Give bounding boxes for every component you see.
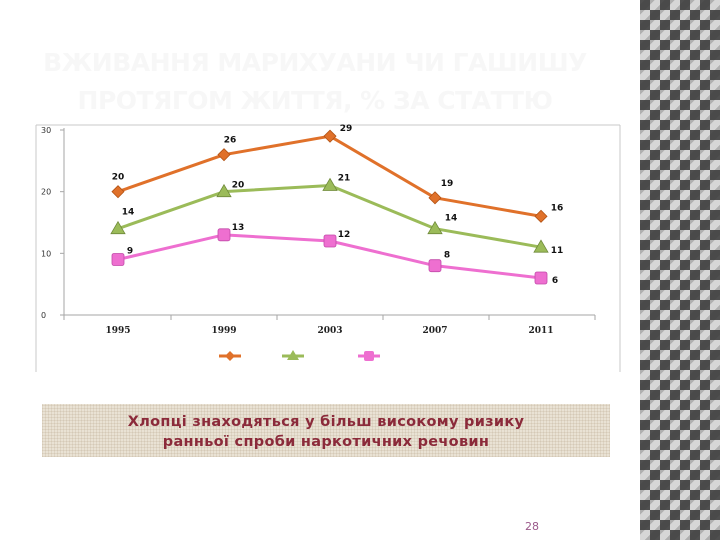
data-label: 19 xyxy=(441,179,454,189)
data-label: 26 xyxy=(224,136,237,146)
data-label: 11 xyxy=(551,246,564,256)
data-point-square xyxy=(323,234,337,248)
data-point-square xyxy=(428,259,442,273)
y-tick-label: 30 xyxy=(41,126,51,135)
data-point-square xyxy=(534,271,548,285)
data-point-diamond xyxy=(217,148,231,162)
data-label: 29 xyxy=(340,124,353,134)
note-line-1: Хлопці знаходяться у більш високому ризи… xyxy=(127,414,525,430)
data-point-triangle xyxy=(533,239,549,253)
y-tick-label: 0 xyxy=(41,311,46,320)
slide-title-line-1: ВЖИВАННЯ МАРИХУАНИ ЧИ ГАШИШУ xyxy=(43,48,587,77)
data-point-square xyxy=(111,253,125,266)
data-point-triangle xyxy=(322,177,338,191)
data-label: 13 xyxy=(232,223,245,233)
x-tick-label: 1995 xyxy=(105,326,130,336)
data-label: 14 xyxy=(122,208,135,218)
series-line-1 xyxy=(117,134,542,218)
data-label: 12 xyxy=(338,230,351,240)
y-tick-label: 10 xyxy=(41,249,51,258)
data-label: 20 xyxy=(112,173,125,183)
data-point-diamond xyxy=(111,185,125,199)
data-point-diamond xyxy=(534,209,548,223)
slide-title: ВЖИВАННЯ МАРИХУАНИ ЧИ ГАШИШУ ПРОТЯГОМ ЖИ… xyxy=(20,44,610,120)
data-label: 14 xyxy=(445,214,458,224)
data-label: 6 xyxy=(552,276,558,286)
data-point-diamond xyxy=(428,191,442,205)
data-label: 21 xyxy=(338,174,351,184)
data-point-triangle xyxy=(216,183,232,198)
data-label: 16 xyxy=(551,203,564,213)
legend-marker-diamond xyxy=(225,351,235,361)
data-label: 20 xyxy=(232,181,245,191)
data-point-diamond xyxy=(323,129,337,143)
x-tick-label: 2003 xyxy=(317,326,342,336)
page-number: 28 xyxy=(525,520,539,533)
legend-marker-square xyxy=(364,351,374,361)
data-point-triangle xyxy=(427,220,443,235)
decorative-side-pattern xyxy=(640,0,720,540)
data-label: 9 xyxy=(127,247,133,257)
note-line-2: ранньої спроби наркотичних речовин xyxy=(162,434,490,450)
slide-title-line-2: ПРОТЯГОМ ЖИТТЯ, % ЗА СТАТТЮ xyxy=(77,86,553,115)
y-tick-label: 20 xyxy=(41,188,51,197)
legend-marker-triangle xyxy=(287,350,299,360)
data-label: 8 xyxy=(444,251,450,261)
x-tick-label: 2011 xyxy=(528,326,553,336)
x-tick-label: 1999 xyxy=(211,326,236,336)
data-point-square xyxy=(217,228,231,242)
x-tick-label: 2007 xyxy=(422,326,447,336)
note-box: Хлопці знаходяться у більш високому ризи… xyxy=(42,404,610,457)
data-point-triangle xyxy=(110,220,126,235)
